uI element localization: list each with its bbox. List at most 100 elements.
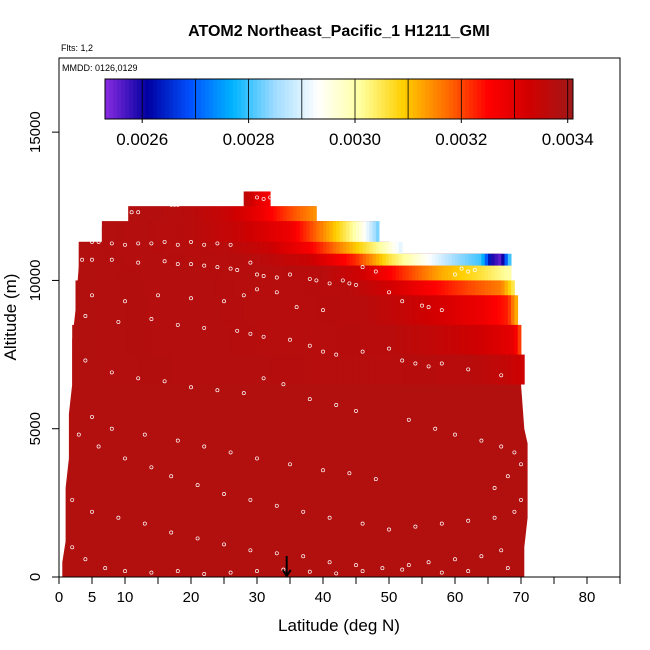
curtain-cell <box>349 221 354 243</box>
curtain-cell <box>125 324 129 355</box>
curtain-cell <box>191 280 195 296</box>
colorbar-cell <box>153 79 158 119</box>
sample-point <box>499 444 504 449</box>
curtain-layer <box>72 324 522 355</box>
sample-point <box>433 426 438 431</box>
curtain-cell <box>375 253 380 266</box>
curtain-cell <box>319 280 324 296</box>
sample-point <box>327 560 332 565</box>
curtain-cell <box>474 324 479 355</box>
curtain-cell <box>164 265 169 281</box>
curtain-cell <box>408 265 413 281</box>
colorbar-cell <box>437 79 442 119</box>
curtain-cell <box>296 206 301 222</box>
curtain-cell <box>497 265 502 281</box>
colorbar-cell <box>381 79 386 119</box>
curtain-cell <box>448 324 453 355</box>
curtain-cell <box>224 241 228 255</box>
sample-point <box>202 444 207 449</box>
curtain-cell <box>296 324 301 355</box>
curtain-cell <box>471 280 476 296</box>
curtain-cell <box>101 265 106 281</box>
colorbar-cell <box>161 79 166 119</box>
curtain-cell <box>293 324 297 355</box>
curtain-cell <box>468 295 472 326</box>
curtain-cell <box>72 354 76 385</box>
sample-point <box>420 303 424 308</box>
sample-point <box>406 417 411 422</box>
curtain-cell <box>230 265 235 281</box>
curtain-cell <box>435 253 439 266</box>
curtain-cell <box>151 221 156 243</box>
curtain-cell <box>171 241 175 255</box>
curtain-cell <box>283 265 288 281</box>
curtain-cell <box>283 221 288 243</box>
curtain-cell <box>250 324 255 355</box>
sample-point <box>215 265 220 270</box>
x-tick-label: 50 <box>381 589 398 606</box>
sample-point <box>228 570 233 575</box>
curtain-cell <box>349 265 354 281</box>
sample-point <box>241 391 246 396</box>
curtain-cell <box>365 253 370 266</box>
curtain-cell <box>151 241 156 255</box>
curtain-cell <box>478 253 482 266</box>
curtain-cell <box>154 265 159 281</box>
curtain-cell <box>283 354 288 385</box>
curtain-cell <box>240 354 245 385</box>
curtain-cell <box>497 280 502 296</box>
flights-label: Flts: 1,2 <box>61 43 93 53</box>
curtain-cell <box>455 253 459 266</box>
curtain-cell <box>181 241 185 255</box>
curtain-cell <box>118 354 123 385</box>
curtain-cell <box>207 253 212 266</box>
curtain-cell <box>250 241 255 255</box>
colorbar-cell <box>389 79 394 119</box>
curtain-cell <box>243 221 248 243</box>
curtain-cell <box>260 280 264 296</box>
colorbar-cell <box>297 79 302 119</box>
curtain-cell <box>303 354 307 385</box>
colorbar-cell <box>173 79 178 119</box>
curtain-cell <box>92 280 96 296</box>
curtain-cell <box>224 206 228 222</box>
curtain-cell <box>250 295 255 326</box>
curtain-cell <box>131 265 136 281</box>
curtain-cell <box>369 265 373 281</box>
curtain-cell <box>438 280 443 296</box>
sample-point <box>80 257 85 262</box>
curtain-cell <box>375 354 380 385</box>
curtain-cell <box>141 206 146 222</box>
curtain-cell <box>428 253 433 266</box>
curtain-cell <box>273 221 278 243</box>
sample-point <box>142 432 147 437</box>
colorbar-labels: 0.0026 0.0028 0.0030 0.0032 0.0034 <box>116 119 594 149</box>
curtain-cell <box>260 221 264 243</box>
curtain-cell <box>359 295 363 326</box>
curtain-cell <box>141 324 146 355</box>
curtain-cell <box>134 241 139 255</box>
curtain-cell <box>349 295 354 326</box>
colorbar-cell <box>457 79 462 119</box>
curtain-cell <box>141 295 146 326</box>
curtain-cell <box>171 295 175 326</box>
curtain-cell <box>299 280 304 296</box>
sample-point <box>90 414 94 419</box>
curtain-cell <box>332 241 337 255</box>
curtain-cell <box>105 280 109 296</box>
curtain-cell <box>478 324 482 355</box>
colorbar-cell <box>425 79 430 119</box>
curtain-cell <box>134 280 139 296</box>
curtain-cell <box>171 221 175 243</box>
curtain-cell <box>428 354 433 385</box>
curtain-cell <box>82 265 86 281</box>
curtain-cell <box>200 241 205 255</box>
curtain-cell <box>299 253 304 266</box>
curtain-cell <box>108 241 113 255</box>
curtain-cell <box>418 324 423 355</box>
x-tick-label: 5 <box>88 589 96 606</box>
curtain-cell <box>204 253 208 266</box>
curtain-cell <box>204 354 208 385</box>
curtain-cell <box>101 354 106 385</box>
curtain-cell <box>484 265 489 281</box>
